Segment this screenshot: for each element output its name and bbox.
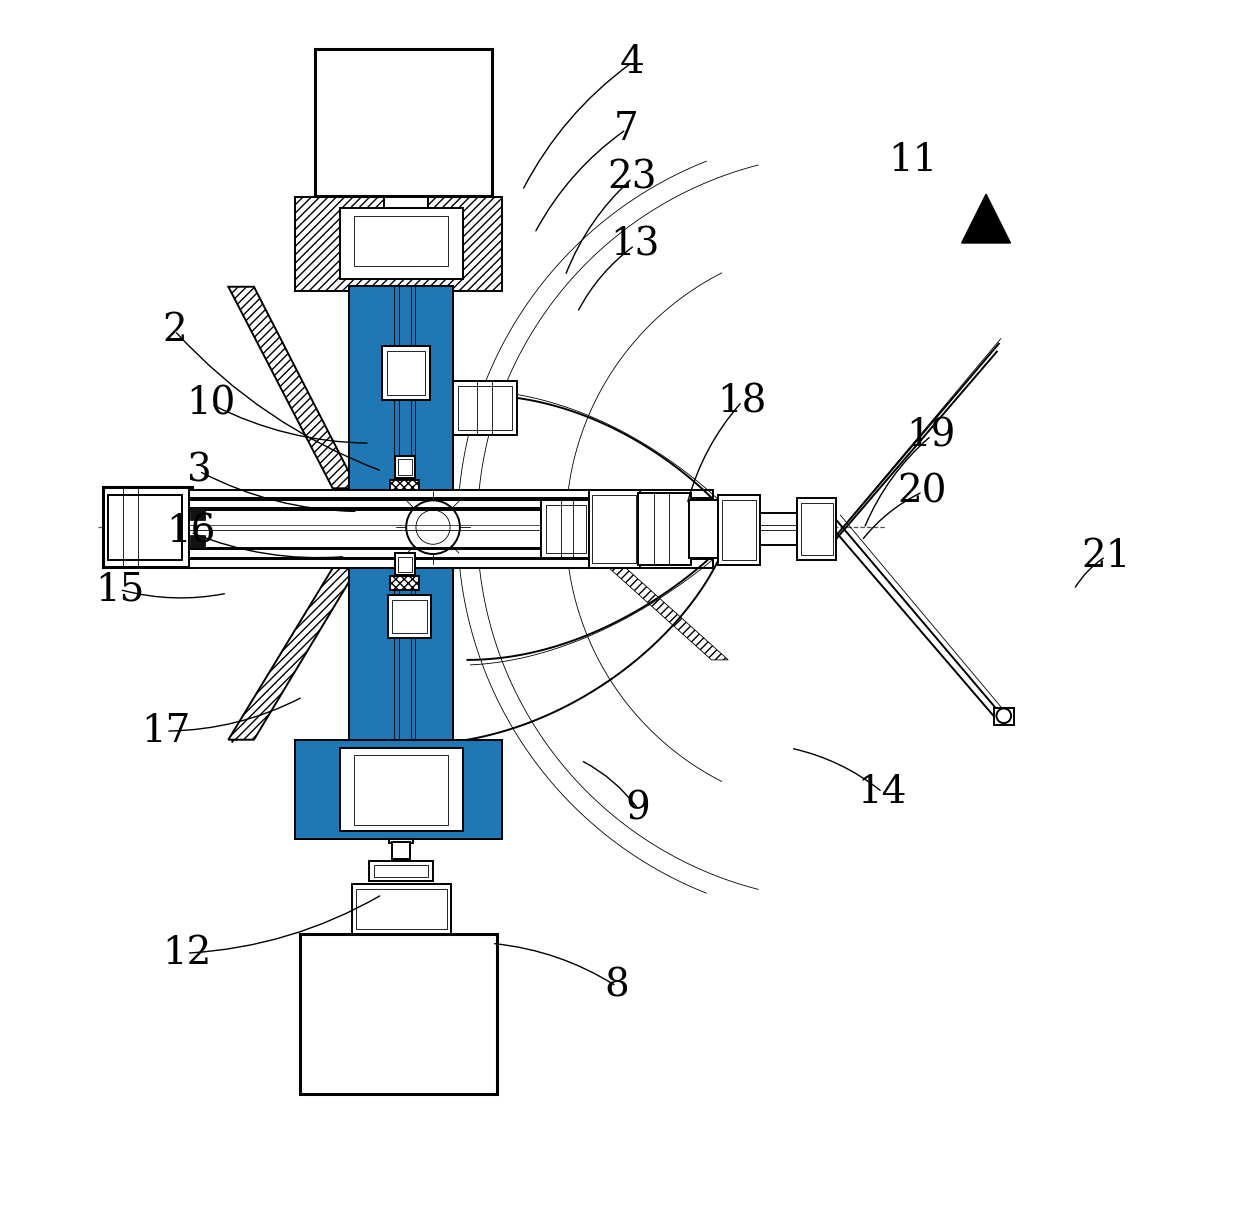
Text: 23: 23	[608, 160, 657, 197]
Bar	[689, 500, 718, 558]
Text: 9: 9	[626, 791, 651, 828]
Bar	[384, 197, 428, 208]
Bar	[315, 49, 492, 196]
Bar	[188, 559, 713, 569]
Bar	[382, 346, 430, 400]
Polygon shape	[228, 569, 357, 740]
Text: 14: 14	[858, 774, 908, 811]
Bar	[295, 740, 502, 839]
Bar	[392, 286, 418, 330]
Text: 20: 20	[898, 473, 947, 510]
Text: 12: 12	[162, 934, 212, 971]
Text: 2: 2	[162, 312, 187, 350]
Bar	[397, 291, 413, 320]
Bar	[797, 498, 837, 560]
Bar	[188, 549, 713, 558]
Bar	[458, 385, 512, 430]
Bar	[370, 861, 433, 882]
Bar	[589, 490, 640, 569]
Text: 7: 7	[614, 111, 639, 148]
Bar	[188, 495, 217, 560]
Bar	[387, 351, 425, 395]
Bar	[389, 839, 413, 844]
Bar	[637, 493, 691, 565]
Bar	[295, 197, 502, 291]
Text: 10: 10	[186, 385, 236, 423]
Text: 8: 8	[604, 967, 629, 1004]
Bar	[388, 596, 432, 638]
Text: 21: 21	[1081, 538, 1131, 575]
Bar	[340, 747, 463, 832]
Bar	[108, 495, 182, 560]
Bar	[398, 330, 413, 346]
Bar	[352, 884, 451, 934]
Text: 11: 11	[888, 142, 937, 179]
Bar	[398, 558, 413, 572]
Bar	[188, 510, 713, 548]
Bar	[593, 495, 636, 563]
Bar	[340, 208, 463, 279]
Text: 17: 17	[141, 713, 191, 750]
Polygon shape	[962, 194, 1011, 243]
Bar	[392, 600, 427, 634]
Bar	[453, 380, 517, 435]
Bar	[723, 500, 756, 560]
Text: 13: 13	[610, 227, 660, 264]
Bar	[801, 503, 832, 555]
Bar	[718, 495, 760, 565]
Text: 15: 15	[95, 571, 144, 608]
Bar	[350, 286, 453, 740]
Bar	[394, 553, 415, 575]
Bar	[394, 456, 415, 478]
Text: 16: 16	[166, 514, 216, 550]
Bar	[389, 576, 419, 589]
Bar	[389, 481, 419, 490]
Bar	[994, 708, 1013, 725]
Bar	[356, 889, 446, 929]
Bar	[300, 934, 497, 1093]
Bar	[355, 755, 448, 824]
Text: 4: 4	[620, 44, 645, 81]
Bar	[188, 500, 713, 509]
Bar	[392, 843, 410, 860]
Bar	[355, 216, 448, 265]
Bar	[190, 536, 205, 548]
Polygon shape	[228, 286, 357, 488]
Bar	[546, 505, 585, 553]
Bar	[718, 514, 797, 545]
Bar	[190, 508, 205, 520]
Text: 18: 18	[717, 383, 766, 421]
Bar	[374, 866, 428, 877]
Bar	[542, 500, 590, 558]
Polygon shape	[600, 560, 728, 660]
Bar	[103, 487, 192, 567]
Text: 3: 3	[187, 453, 211, 489]
Bar	[350, 286, 453, 740]
Bar	[188, 490, 713, 498]
Bar	[398, 460, 413, 476]
Bar	[295, 740, 502, 839]
Text: 19: 19	[906, 417, 956, 454]
